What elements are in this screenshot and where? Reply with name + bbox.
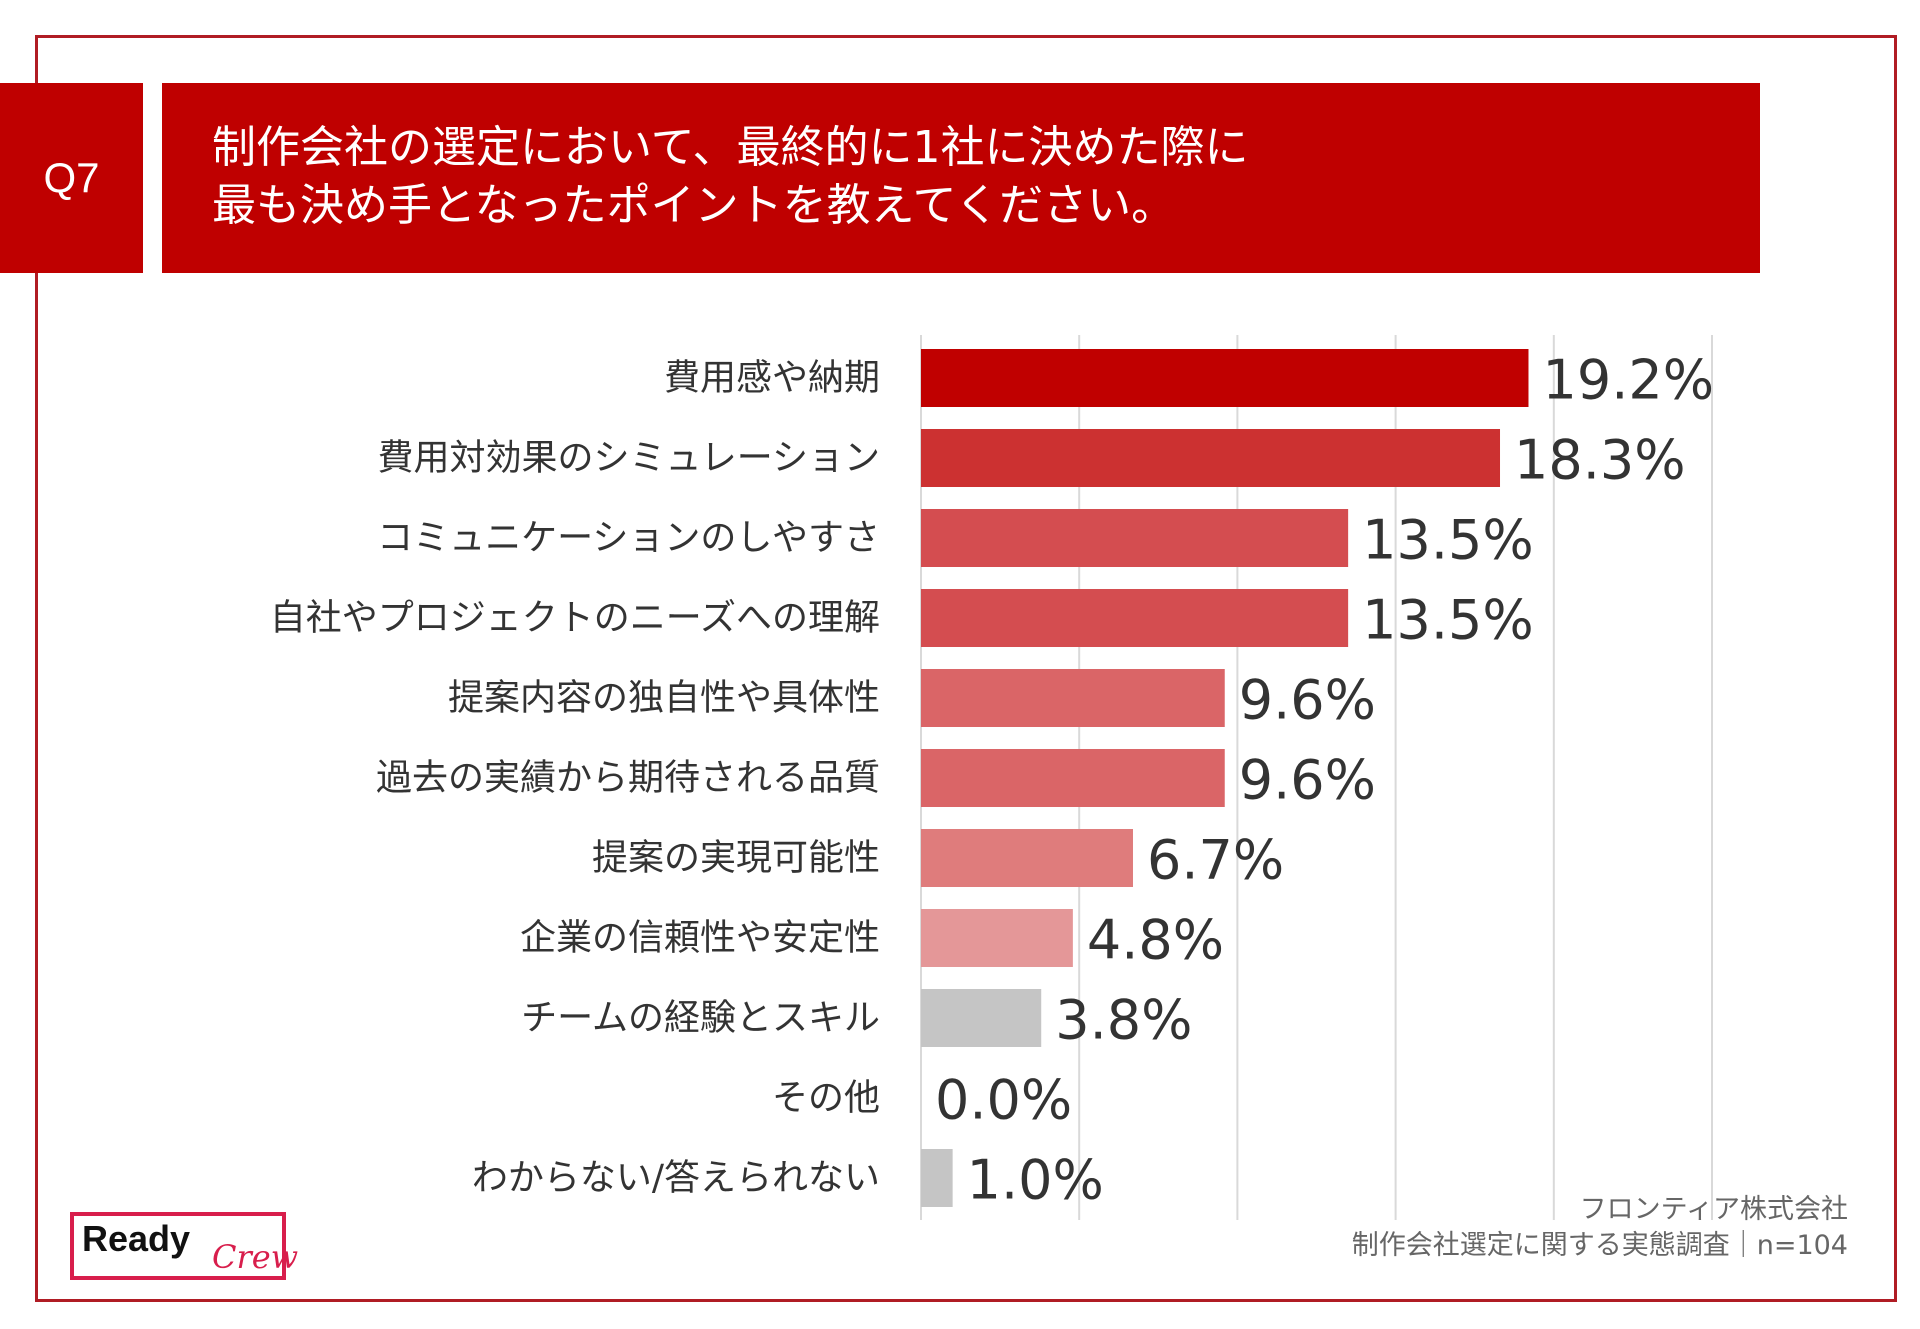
- ready-crew-logo: Ready Crew: [70, 1212, 298, 1280]
- bar-4: [921, 669, 1225, 727]
- bar-10: [921, 1149, 953, 1207]
- source-survey: 制作会社選定に関する実態調査｜n=104: [1351, 1230, 1848, 1261]
- category-label-7: 企業の信頼性や安定性: [520, 918, 880, 959]
- question-title-line-2: 最も決め手となったポイントを教えてください。: [212, 180, 1176, 231]
- bar-2: [921, 509, 1349, 567]
- value-label-8: 3.8%: [1055, 989, 1192, 1052]
- bar-7: [921, 909, 1073, 967]
- bar-6: [921, 829, 1133, 887]
- question-number: Q7: [43, 154, 100, 201]
- question-title-line-1: 制作会社の選定において、最終的に1社に決めた際に: [212, 122, 1249, 173]
- value-label-4: 9.6%: [1239, 669, 1376, 732]
- category-label-4: 提案内容の独自性や具体性: [448, 678, 880, 719]
- category-label-1: 費用対効果のシミュレーション: [377, 438, 880, 479]
- category-label-3: 自社やプロジェクトのニーズへの理解: [270, 598, 880, 639]
- category-label-5: 過去の実績から期待される品質: [376, 758, 880, 799]
- source-company: フロンティア株式会社: [1579, 1194, 1848, 1225]
- category-label-8: チームの経験とスキル: [521, 998, 880, 1039]
- bar-8: [921, 989, 1042, 1047]
- logo-word-crew: Crew: [212, 1238, 299, 1276]
- bar-5: [921, 749, 1225, 807]
- value-label-3: 13.5%: [1362, 589, 1534, 652]
- question-title-banner: 制作会社の選定において、最終的に1社に決めた際に 最も決め手となったポイントを教…: [162, 83, 1760, 273]
- value-label-2: 13.5%: [1362, 509, 1534, 572]
- bar-1: [921, 429, 1501, 487]
- logo-word-ready: Ready: [82, 1218, 191, 1259]
- bar-3: [921, 589, 1349, 647]
- value-label-6: 6.7%: [1147, 829, 1284, 892]
- category-label-2: コミュニケーションのしやすさ: [377, 518, 880, 559]
- category-label-9: その他: [772, 1078, 880, 1119]
- value-label-0: 19.2%: [1542, 349, 1714, 412]
- bar-0: [921, 349, 1529, 407]
- question-number-badge: Q7: [0, 83, 143, 273]
- category-label-10: わからない/答えられない: [472, 1158, 880, 1199]
- source-note: フロンティア株式会社 制作会社選定に関する実態調査｜n=104: [1352, 1192, 1848, 1264]
- value-label-5: 9.6%: [1239, 749, 1376, 812]
- value-label-9: 0.0%: [935, 1069, 1072, 1132]
- category-labels: 費用感や納期費用対効果のシミュレーションコミュニケーションのしやすさ自社やプロジ…: [270, 358, 880, 1199]
- bars: [921, 349, 1529, 1207]
- value-label-10: 1.0%: [967, 1149, 1104, 1212]
- value-label-1: 18.3%: [1514, 429, 1686, 492]
- value-label-7: 4.8%: [1087, 909, 1224, 972]
- value-labels: 19.2% 18.3% 13.5% 13.5% 9.6% 9.6% 6.7% 4.8% 3.8%…: [935, 349, 1714, 1212]
- category-label-6: 提案の実現可能性: [592, 838, 880, 879]
- slide-frame: [35, 35, 1897, 1302]
- category-label-0: 費用感や納期: [664, 358, 880, 399]
